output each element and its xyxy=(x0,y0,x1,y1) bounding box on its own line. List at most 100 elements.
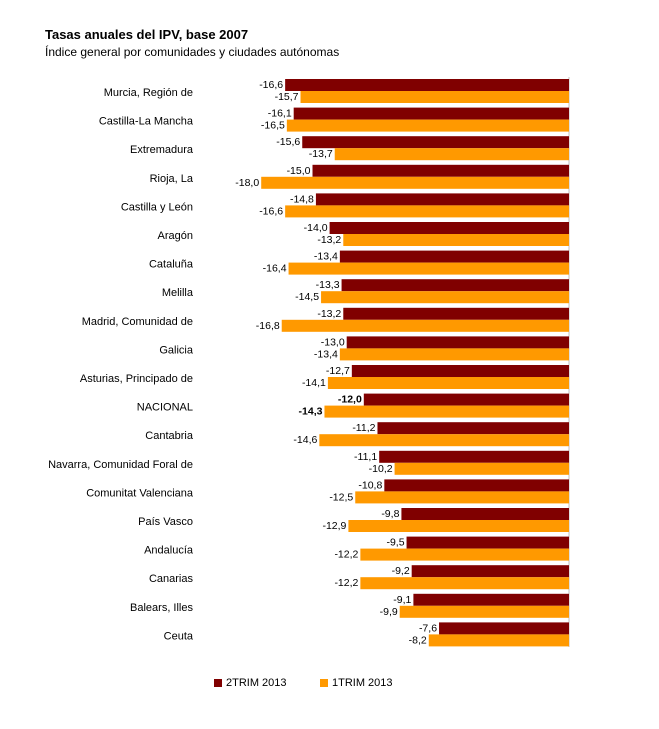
data-label-2trim-2013-nacional: -12,0 xyxy=(338,394,362,406)
bar-2trim-2013-murcia-region-de xyxy=(285,79,569,91)
data-label-1trim-2013-asturias-principado-de: -14,1 xyxy=(302,377,326,389)
category-label-balears-illes: Balears, Illes xyxy=(130,602,193,614)
bar-2trim-2013-comunitat-valenciana xyxy=(384,479,569,492)
data-label-2trim-2013-comunitat-valenciana: -10,8 xyxy=(358,479,382,491)
bar-2trim-2013-castilla-la-mancha xyxy=(293,107,569,120)
bar-1trim-2013-galicia xyxy=(339,348,569,361)
data-label-1trim-2013-castilla-y-leon: -16,6 xyxy=(259,205,283,217)
data-label-1trim-2013-castilla-la-mancha: -16,5 xyxy=(261,120,285,132)
category-label-canarias: Canarias xyxy=(149,573,194,585)
data-label-2trim-2013-aragon: -14,0 xyxy=(304,222,328,234)
bar-2trim-2013-pais-vasco xyxy=(401,508,569,520)
data-label-1trim-2013-balears-illes: -9,9 xyxy=(380,606,398,618)
category-label-asturias-principado-de: Asturias, Principado de xyxy=(80,373,193,385)
bar-1trim-2013-aragon xyxy=(343,234,569,246)
bar-1trim-2013-castilla-la-mancha xyxy=(286,119,569,132)
category-label-madrid-comunidad-de: Madrid, Comunidad de xyxy=(82,316,193,328)
data-label-1trim-2013-rioja-la: -18,0 xyxy=(235,177,259,189)
data-label-1trim-2013-canarias: -12,2 xyxy=(334,577,358,589)
bar-2trim-2013-cataluna xyxy=(339,250,569,263)
category-label-galicia: Galicia xyxy=(159,344,194,356)
bar-1trim-2013-navarra-comunidad-foral-de xyxy=(394,462,569,475)
bar-1trim-2013-ceuta xyxy=(428,634,569,647)
category-label-pais-vasco: País Vasco xyxy=(138,516,193,528)
data-label-1trim-2013-galicia: -13,4 xyxy=(314,348,338,360)
bar-1trim-2013-pais-vasco xyxy=(348,520,569,532)
data-label-2trim-2013-navarra-comunidad-foral-de: -11,1 xyxy=(354,451,377,463)
data-label-2trim-2013-asturias-principado-de: -12,7 xyxy=(326,365,350,377)
category-label-aragon: Aragón xyxy=(158,230,193,242)
data-label-1trim-2013-navarra-comunidad-foral-de: -10,2 xyxy=(369,463,393,475)
bar-1trim-2013-asturias-principado-de xyxy=(327,377,569,389)
bar-2trim-2013-cantabria xyxy=(377,422,569,435)
data-label-2trim-2013-pais-vasco: -9,8 xyxy=(381,508,399,520)
bar-1trim-2013-balears-illes xyxy=(399,605,569,618)
bar-1trim-2013-cataluna xyxy=(288,262,569,275)
data-label-1trim-2013-comunitat-valenciana: -12,5 xyxy=(329,491,353,503)
category-label-navarra-comunidad-foral-de: Navarra, Comunidad Foral de xyxy=(48,459,193,471)
bar-1trim-2013-canarias xyxy=(360,577,569,590)
data-label-1trim-2013-madrid-comunidad-de: -16,8 xyxy=(256,320,280,332)
data-label-2trim-2013-melilla: -13,3 xyxy=(316,279,340,291)
category-label-cataluna: Cataluña xyxy=(149,259,194,271)
data-label-2trim-2013-galicia: -13,0 xyxy=(321,336,345,348)
category-label-comunitat-valenciana: Comunitat Valenciana xyxy=(86,487,194,499)
chart-title: Tasas anuales del IPV, base 2007 xyxy=(45,27,249,42)
legend-item-1trim: 1TRIM 2013 xyxy=(320,677,393,689)
data-label-2trim-2013-castilla-la-mancha: -16,1 xyxy=(268,108,292,120)
data-label-2trim-2013-castilla-y-leon: -14,8 xyxy=(290,193,314,205)
bar-1trim-2013-cantabria xyxy=(319,434,569,447)
data-label-1trim-2013-ceuta: -8,2 xyxy=(409,634,427,646)
bar-1trim-2013-castilla-y-leon xyxy=(285,205,569,218)
bar-1trim-2013-extremadura xyxy=(334,148,569,161)
category-label-rioja-la: Rioja, La xyxy=(150,173,194,185)
category-label-castilla-la-mancha: Castilla-La Mancha xyxy=(99,116,194,128)
category-label-nacional: NACIONAL xyxy=(137,402,193,414)
bar-2trim-2013-nacional xyxy=(363,393,569,406)
data-label-2trim-2013-balears-illes: -9,1 xyxy=(393,594,411,606)
category-label-extremadura: Extremadura xyxy=(130,144,194,156)
bar-1trim-2013-murcia-region-de xyxy=(300,91,569,103)
category-label-cantabria: Cantabria xyxy=(145,430,194,442)
category-label-melilla: Melilla xyxy=(162,287,194,299)
data-label-2trim-2013-murcia-region-de: -16,6 xyxy=(259,79,283,91)
bar-2trim-2013-aragon xyxy=(329,222,569,234)
data-label-1trim-2013-pais-vasco: -12,9 xyxy=(322,520,346,532)
data-label-1trim-2013-extremadura: -13,7 xyxy=(309,148,333,160)
data-label-2trim-2013-extremadura: -15,6 xyxy=(276,136,300,148)
legend-label-1trim: 1TRIM 2013 xyxy=(332,677,393,689)
bar-1trim-2013-melilla xyxy=(321,291,569,304)
category-label-andalucia: Andalucía xyxy=(144,545,194,557)
bar-2trim-2013-asturias-principado-de xyxy=(351,365,569,377)
data-label-1trim-2013-melilla: -14,5 xyxy=(295,291,319,303)
bar-2trim-2013-galicia xyxy=(346,336,569,349)
data-label-2trim-2013-andalucia: -9,5 xyxy=(386,537,404,549)
bar-1trim-2013-madrid-comunidad-de xyxy=(281,319,569,332)
data-label-2trim-2013-rioja-la: -15,0 xyxy=(287,165,311,177)
bar-2trim-2013-balears-illes xyxy=(413,593,569,606)
category-label-castilla-y-leon: Castilla y León xyxy=(121,201,193,213)
bar-2trim-2013-melilla xyxy=(341,279,569,292)
bar-2trim-2013-madrid-comunidad-de xyxy=(343,307,569,320)
data-label-1trim-2013-aragon: -13,2 xyxy=(317,234,341,246)
bar-2trim-2013-andalucia xyxy=(406,536,569,549)
bar-2trim-2013-navarra-comunidad-foral-de xyxy=(379,450,569,463)
data-label-1trim-2013-andalucia: -12,2 xyxy=(334,549,358,561)
data-label-1trim-2013-cataluna: -16,4 xyxy=(263,263,287,275)
bar-2trim-2013-castilla-y-leon xyxy=(315,193,569,206)
bar-2trim-2013-extremadura xyxy=(302,136,569,149)
category-label-murcia-region-de: Murcia, Región de xyxy=(104,87,193,99)
bar-1trim-2013-comunitat-valenciana xyxy=(355,491,569,504)
data-label-2trim-2013-cataluna: -13,4 xyxy=(314,251,338,263)
data-label-1trim-2013-murcia-region-de: -15,7 xyxy=(275,91,299,103)
data-label-2trim-2013-ceuta: -7,6 xyxy=(419,622,437,634)
legend-swatch-1trim xyxy=(320,679,328,687)
legend-item-2trim: 2TRIM 2013 xyxy=(214,677,287,689)
data-label-1trim-2013-nacional: -14,3 xyxy=(299,406,323,418)
bar-1trim-2013-nacional xyxy=(324,405,569,418)
bar-2trim-2013-rioja-la xyxy=(312,164,569,177)
bar-1trim-2013-andalucia xyxy=(360,548,569,561)
chart-subtitle: Índice general por comunidades y ciudade… xyxy=(45,45,340,59)
legend-label-2trim: 2TRIM 2013 xyxy=(226,677,287,689)
